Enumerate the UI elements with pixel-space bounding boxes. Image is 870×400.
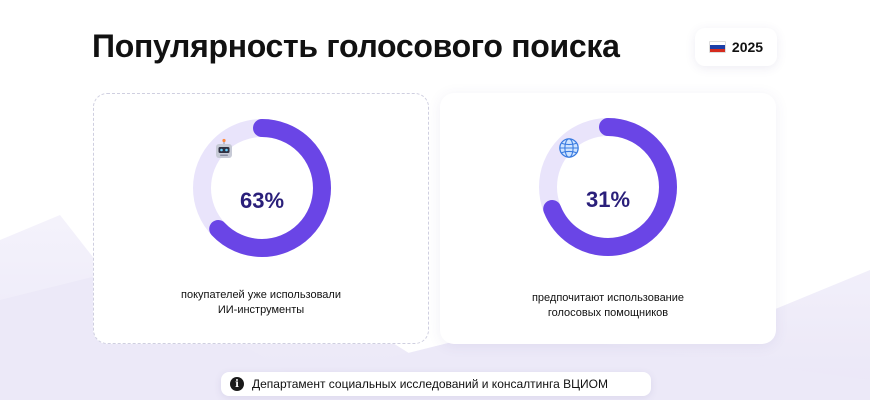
globe-icon (559, 138, 620, 185)
source-footer: i Департамент социальных исследований и … (221, 372, 651, 396)
stat-card-ai-tools: 63% покупателей уже использовали ИИ-инст… (93, 93, 429, 344)
progress-ring: 63% (192, 118, 332, 258)
year-badge: 2025 (695, 28, 777, 66)
source-text: Департамент социальных исследований и ко… (252, 377, 608, 391)
progress-ring: 31% (538, 117, 678, 257)
percent-value: 31% (585, 187, 631, 212)
ring-fill (539, 118, 677, 256)
year-label: 2025 (731, 39, 764, 55)
caption-line: голосовых помощников (547, 307, 669, 319)
page-title: Популярность голосового поиска (92, 28, 620, 64)
robot-icon (216, 138, 274, 186)
caption-line: предпочитают использование (531, 292, 685, 304)
flag-ru-icon (708, 41, 726, 53)
info-icon: i (230, 377, 244, 391)
caption-line: ИИ-инструменты (217, 304, 305, 316)
caption-line: покупателей уже использовали (181, 289, 341, 301)
card-caption: предпочитают использование голосовых пом… (440, 291, 776, 321)
stat-card-voice-assistants: 31% предпочитают использование голосовых… (440, 93, 776, 344)
percent-value: 63% (239, 188, 285, 213)
ring-fill (193, 119, 331, 257)
card-caption: покупателей уже использовали ИИ-инструме… (94, 288, 428, 318)
